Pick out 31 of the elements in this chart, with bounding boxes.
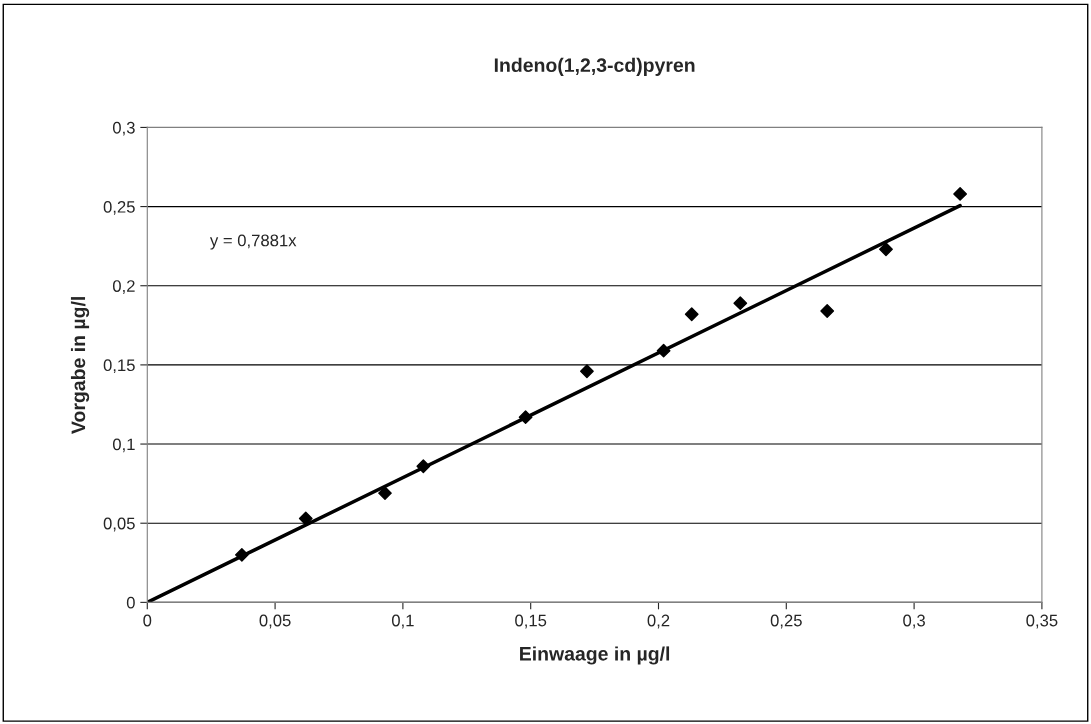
- x-tick-label: 0,2: [647, 614, 670, 629]
- point: [298, 511, 313, 526]
- point: [656, 343, 671, 358]
- x-tick-label: 0,35: [1026, 614, 1058, 629]
- annotation: y = 0,7881x: [209, 234, 297, 250]
- point: [820, 304, 835, 318]
- y-tick-label: 0,2: [112, 280, 135, 294]
- y-tick-label: 0,3: [112, 121, 135, 136]
- y-tick-label: 0,1: [112, 438, 135, 453]
- x-tick-label: 0,05: [259, 614, 291, 629]
- x-tick-label: 0,1: [391, 614, 414, 629]
- x-tick-label: 0,3: [903, 614, 925, 629]
- point: [879, 242, 893, 257]
- point: [684, 307, 699, 322]
- point: [580, 364, 594, 379]
- point: [518, 410, 533, 425]
- y-tick-label: 0,15: [103, 359, 135, 374]
- y-tick-label: 0,05: [103, 517, 135, 532]
- point: [953, 187, 968, 201]
- point: [416, 459, 431, 474]
- x-axis-title: Einwaage in µg/l: [520, 646, 670, 665]
- y-tick-label: 0,25: [103, 200, 135, 215]
- point: [378, 486, 392, 501]
- x-tick-label: 0: [143, 614, 152, 627]
- point: [733, 296, 748, 311]
- point: [234, 547, 249, 562]
- x-tick-label: 0,25: [770, 614, 802, 629]
- chart-title: Indeno(1,2,3-cd)pyren: [494, 57, 695, 76]
- y-axis-title: Vorgabe in µg/l: [70, 297, 90, 434]
- y-tick-label: 0: [126, 596, 135, 609]
- x-tick-label: 0,15: [515, 614, 547, 629]
